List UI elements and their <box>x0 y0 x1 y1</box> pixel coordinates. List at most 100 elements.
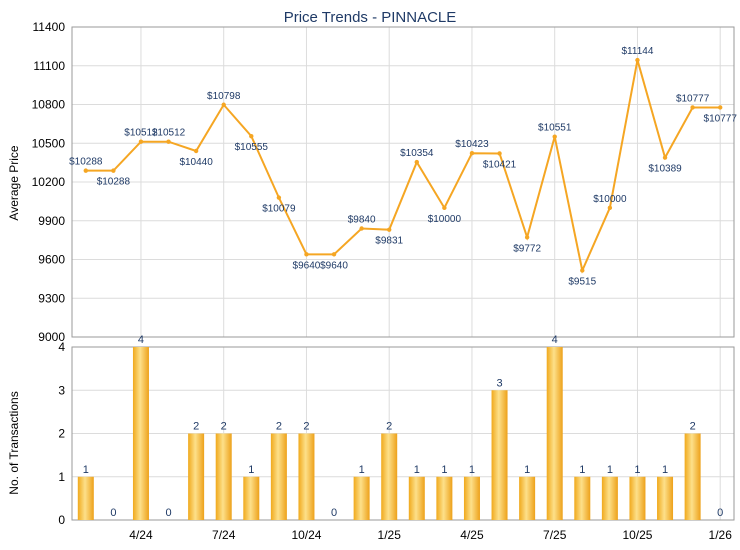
price-point <box>690 105 695 110</box>
x-tick-label: 4/25 <box>460 528 484 542</box>
price-tick-label: 9300 <box>38 291 65 305</box>
transactions-axis-title: No. of Transactions <box>7 391 21 494</box>
price-tick-label: 9000 <box>38 330 65 344</box>
price-point <box>662 155 668 160</box>
txn-bar <box>463 476 480 520</box>
txn-bar <box>629 476 646 520</box>
price-plot-frame <box>71 26 735 338</box>
price-data-label: $9840 <box>348 215 376 226</box>
x-tick-label: 1/25 <box>378 528 402 542</box>
txn-bar <box>657 476 674 520</box>
txn-bar <box>381 433 398 520</box>
txn-tick-label: 1 <box>58 470 65 484</box>
txn-data-label: 1 <box>662 464 668 476</box>
price-point <box>304 252 309 257</box>
price-point <box>276 195 282 200</box>
txn-data-label: 2 <box>221 421 227 433</box>
x-tick-label: 1/26 <box>709 528 733 542</box>
price-data-label: $10551 <box>538 123 572 134</box>
price-tick-label: 9600 <box>38 253 65 267</box>
x-tick-label: 10/24 <box>291 528 321 542</box>
price-data-label: $10777 <box>704 113 738 124</box>
price-tick-label: 9900 <box>38 214 65 228</box>
txn-data-label: 1 <box>441 464 447 476</box>
chart-title: Price Trends - PINNACLE <box>284 9 457 26</box>
price-data-label: $10354 <box>400 148 434 159</box>
price-point <box>331 252 337 257</box>
txn-data-label: 4 <box>138 334 144 346</box>
txn-data-label: 0 <box>331 507 337 519</box>
price-data-label: $11144 <box>622 46 654 57</box>
txn-data-label: 0 <box>165 507 171 519</box>
price-point <box>166 139 171 144</box>
price-data-label: $10288 <box>69 157 103 168</box>
price-point <box>414 159 419 165</box>
txn-bar <box>546 347 563 520</box>
price-point <box>111 168 116 173</box>
price-point <box>635 57 640 63</box>
txn-plot-frame <box>71 346 735 521</box>
price-data-label: $10000 <box>593 194 627 205</box>
txn-data-label: 1 <box>83 464 89 476</box>
price-point <box>442 205 447 211</box>
price-data-label: $9640 <box>293 260 321 271</box>
txn-data-label: 1 <box>469 464 475 476</box>
txn-bar <box>243 476 260 520</box>
price-series-line <box>85 59 721 274</box>
price-tick-label: 10800 <box>32 98 66 112</box>
x-tick-label: 7/24 <box>212 528 236 542</box>
price-point <box>359 226 364 231</box>
txn-bar <box>188 433 205 520</box>
price-data-label: $10440 <box>179 157 213 168</box>
txn-data-label: 1 <box>524 464 530 476</box>
txn-data-label: 1 <box>607 464 613 476</box>
price-point <box>718 105 723 110</box>
price-point <box>193 148 199 154</box>
txn-data-label: 1 <box>359 464 365 476</box>
txn-bar <box>684 433 701 520</box>
price-data-label: $10777 <box>676 93 710 104</box>
txn-tick-label: 3 <box>58 383 65 397</box>
price-point <box>221 102 226 107</box>
price-data-label: $9515 <box>568 276 596 287</box>
txn-data-label: 1 <box>414 464 420 476</box>
txn-data-label: 3 <box>496 377 502 389</box>
txn-data-label: 2 <box>193 421 199 433</box>
price-data-label: $10421 <box>483 159 517 170</box>
txn-bar <box>574 476 591 520</box>
price-point <box>524 235 530 240</box>
price-point <box>580 268 585 273</box>
txn-data-label: 1 <box>248 464 254 476</box>
txn-bar <box>408 476 425 520</box>
txn-data-label: 1 <box>634 464 640 476</box>
txn-bar <box>519 476 536 520</box>
price-data-label: $10000 <box>428 214 462 225</box>
price-data-label: $9772 <box>513 243 541 254</box>
price-data-label: $10512 <box>152 128 186 139</box>
txn-bar <box>132 347 149 520</box>
txn-bar <box>77 476 94 520</box>
txn-data-label: 0 <box>110 507 116 519</box>
price-axis-title: Average Price <box>7 145 21 220</box>
x-tick-label: 4/24 <box>129 528 153 542</box>
price-point <box>497 151 502 156</box>
price-tick-label: 10500 <box>32 136 66 150</box>
txn-bar <box>601 476 618 520</box>
txn-tick-label: 0 <box>58 513 65 527</box>
txn-data-label: 1 <box>579 464 585 476</box>
txn-data-label: 2 <box>303 421 309 433</box>
price-tick-label: 11100 <box>33 59 65 73</box>
price-data-label: $10512 <box>124 128 158 139</box>
txn-bar <box>215 433 232 520</box>
price-point <box>387 227 392 232</box>
price-data-label: $10555 <box>235 142 269 153</box>
txn-data-label: 2 <box>690 421 696 433</box>
txn-tick-label: 2 <box>58 427 65 441</box>
transactions-bar-panel: 0 1 2 3 4 4/24 7/24 10/24 1/25 4/25 7/25 10/25 1/26 1… <box>58 334 735 542</box>
price-data-label: $10389 <box>648 164 682 175</box>
price-point <box>552 134 557 139</box>
x-tick-label: 7/25 <box>543 528 567 542</box>
price-line-panel: 9000 9300 9600 9900 10200 10500 10800 11100 1140… <box>32 20 738 344</box>
price-point <box>83 168 88 173</box>
